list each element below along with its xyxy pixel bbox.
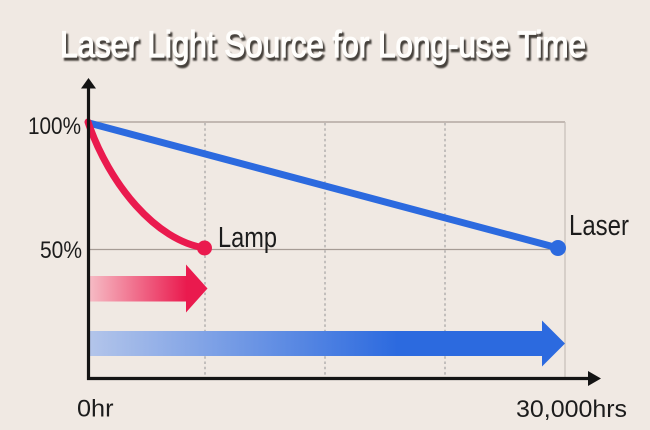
svg-text:Lamp: Lamp	[218, 222, 277, 254]
svg-text:Laser Light Source for Long-us: Laser Light Source for Long-use Time	[60, 24, 586, 65]
svg-text:30,000hrs: 30,000hrs	[516, 396, 627, 423]
svg-text:100%: 100%	[28, 113, 81, 140]
svg-text:50%: 50%	[40, 237, 82, 264]
svg-text:Laser: Laser	[569, 210, 629, 242]
svg-text:0hr: 0hr	[77, 396, 114, 423]
svg-text:Laser Light Source for Long-us: Laser Light Source for Long-use Time	[62, 27, 588, 68]
